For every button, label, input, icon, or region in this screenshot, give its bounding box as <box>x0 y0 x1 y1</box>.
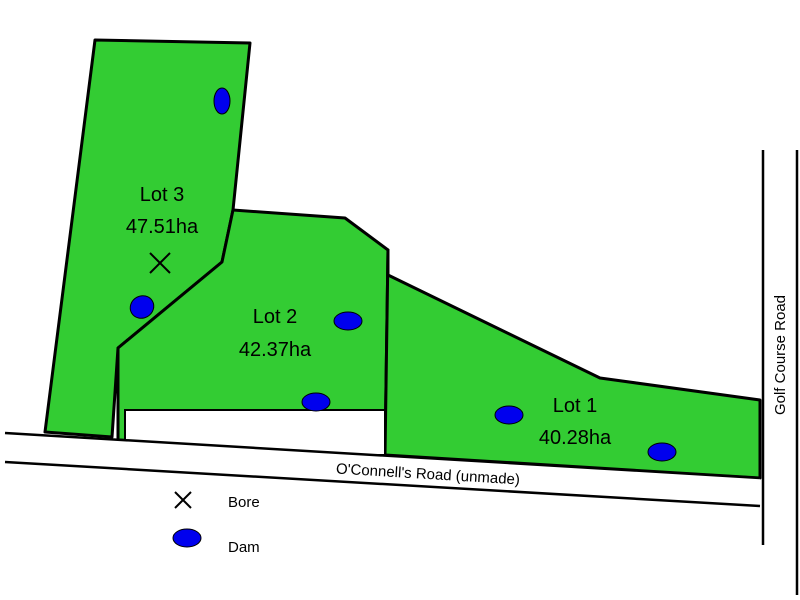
dam <box>213 87 231 115</box>
dam <box>494 405 524 425</box>
road-edge <box>4 460 761 508</box>
bore <box>149 252 171 274</box>
lot-name: Lot 3 <box>140 184 184 206</box>
legend-dam-icon <box>172 528 202 548</box>
legend-label: Dam <box>228 539 260 556</box>
dam <box>301 392 331 412</box>
lot-area: 42.37ha <box>239 339 312 361</box>
lot-name: Lot 2 <box>253 306 297 328</box>
legend-bore-icon <box>174 491 192 509</box>
road-name: Golf Course Road <box>772 295 789 415</box>
lot-area: 40.28ha <box>539 427 612 449</box>
lot-area: 47.51ha <box>126 216 199 238</box>
dam <box>129 295 155 319</box>
dam <box>647 442 677 462</box>
road-band <box>5 433 760 506</box>
legend-label: Bore <box>228 494 260 511</box>
road-edge <box>4 431 761 480</box>
dam <box>333 311 363 331</box>
lot-name: Lot 1 <box>553 395 597 417</box>
